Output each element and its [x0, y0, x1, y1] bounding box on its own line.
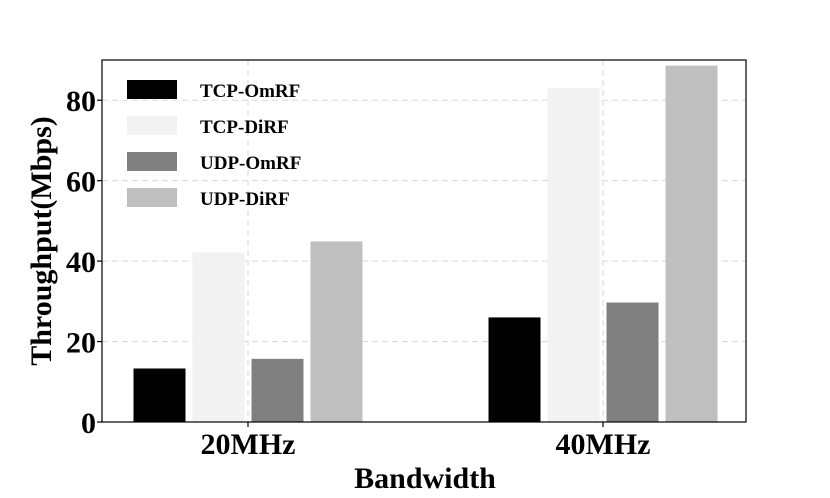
x-axis-label: Bandwidth [354, 462, 496, 495]
bar-tcp-dirf-40mhz [547, 88, 600, 423]
legend-swatch-udp-dirf [127, 188, 177, 207]
y-tick-label: 40 [66, 246, 96, 279]
plot-frame [101, 59, 747, 423]
y-axis-label: Throughput(Mbps) [25, 116, 58, 366]
bars [133, 65, 718, 423]
legend-swatch-tcp-omrf [127, 80, 177, 99]
x-tick-label: 20MHz [201, 428, 296, 461]
y-tick-label: 80 [66, 85, 96, 118]
y-tick-label: 20 [66, 327, 96, 360]
grid [102, 60, 746, 422]
bar-udp-omrf-40mhz [606, 302, 659, 422]
y-tick-label: 60 [66, 166, 96, 199]
bar-tcp-dirf-20mhz [192, 252, 245, 422]
legend-swatch-udp-omrf [127, 152, 177, 171]
legend-swatch-tcp-dirf [127, 116, 177, 135]
legend-label-tcp-omrf: TCP-OmRF [200, 81, 300, 102]
legend-label-udp-omrf: UDP-OmRF [200, 153, 301, 174]
bar-tcp-omrf-40mhz [488, 317, 541, 422]
y-tick-label: 0 [81, 407, 96, 440]
legend: TCP-OmRF TCP-DiRF UDP-OmRF UDP-DiRF [127, 80, 301, 210]
legend-label-tcp-dirf: TCP-DiRF [200, 117, 289, 138]
legend-label-udp-dirf: UDP-DiRF [200, 189, 290, 210]
bar-udp-omrf-20mhz [251, 358, 304, 422]
bar-udp-dirf-40mhz [665, 65, 718, 423]
bar-udp-dirf-20mhz [310, 241, 363, 422]
y-axis-ticks: 0 20 40 60 80 [66, 85, 102, 440]
x-axis-ticks: 20MHz 40MHz [201, 422, 651, 461]
bar-tcp-omrf-20mhz [133, 368, 186, 422]
x-tick-label: 40MHz [556, 428, 651, 461]
